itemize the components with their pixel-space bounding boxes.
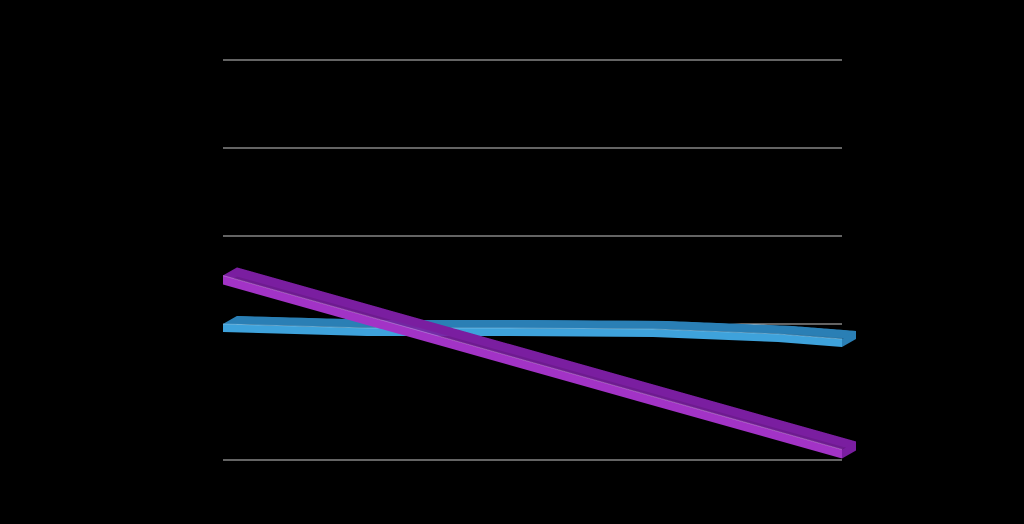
line-chart (0, 0, 1024, 524)
chart-background (0, 0, 1024, 524)
